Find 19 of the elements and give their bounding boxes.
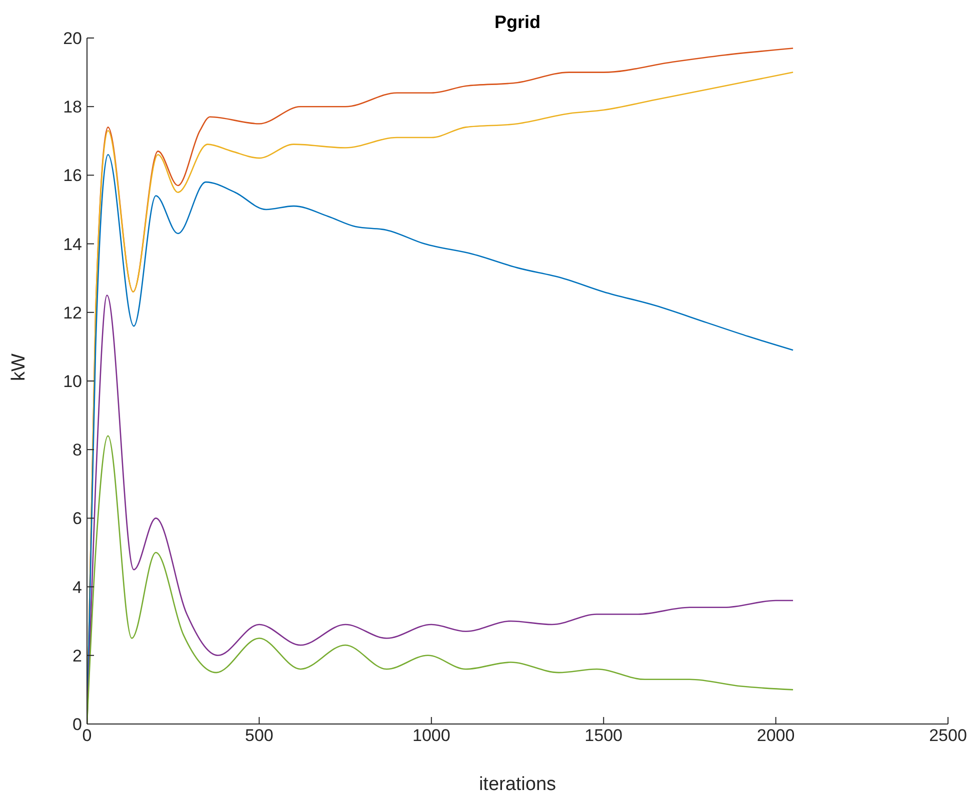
y-tick-label: 2 <box>72 646 82 666</box>
x-tick-label: 1500 <box>584 726 623 746</box>
y-tick-label: 20 <box>63 29 82 48</box>
y-tick-label: 14 <box>63 234 82 254</box>
y-tick-label: 18 <box>63 98 82 117</box>
x-tick-label: 500 <box>245 726 274 746</box>
y-tick-label: 12 <box>63 303 82 322</box>
y-tick-label: 10 <box>63 372 82 392</box>
x-tick-label: 2500 <box>929 726 967 746</box>
y-axis-title: kW <box>8 354 30 381</box>
y-tick-label: 4 <box>72 578 82 597</box>
x-tick-label: 2000 <box>756 726 795 746</box>
y-tick-label: 16 <box>63 166 82 186</box>
x-axis-title: iterations <box>478 774 556 795</box>
chart-title: Pgrid <box>493 12 542 33</box>
y-tick-label: 8 <box>72 440 82 460</box>
line-series <box>87 435 794 724</box>
y-tick-label: 6 <box>72 509 82 528</box>
x-tick-label: 1000 <box>412 726 450 746</box>
